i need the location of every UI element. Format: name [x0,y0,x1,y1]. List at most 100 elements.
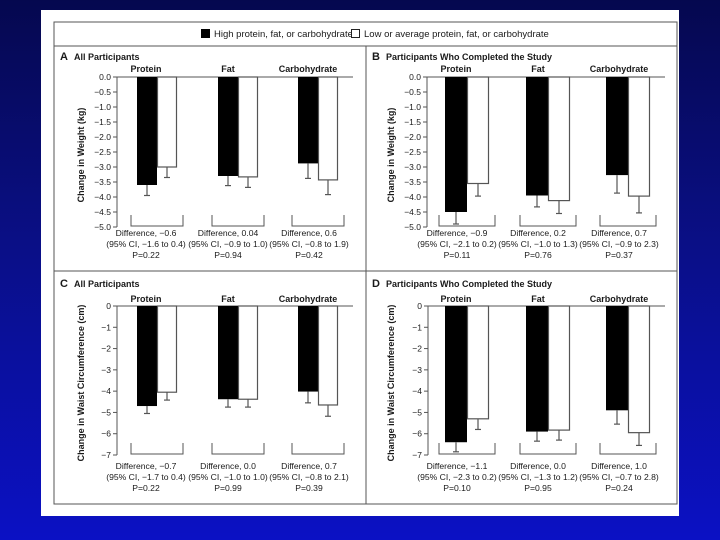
annotation-p: P=0.94 [214,250,242,260]
y-tick-label: −3.5 [94,177,111,187]
panel-letter: B [372,51,380,63]
category-label-carbohydrate: Carbohydrate [590,64,649,74]
annotation-difference: Difference, 0.7 [591,228,647,238]
difference-bracket [599,215,657,227]
category-label-fat: Fat [221,294,235,304]
category-label-carbohydrate: Carbohydrate [279,294,338,304]
bar-low [317,76,339,181]
y-tick-label: 0 [106,301,111,311]
panel-letter: C [60,278,68,290]
annotation-difference: Difference, −0.9 [427,228,488,238]
y-axis-label: Change in Weight (kg) [76,108,86,203]
panel-d: D Participants Who Completed the Study C… [372,278,665,493]
annotation-p: P=0.10 [443,483,471,493]
annotation-ci: (95% CI, −2.3 to 0.2) [417,472,497,482]
bar-high [218,77,238,176]
y-tick-label: −1.0 [94,102,111,112]
legend: High protein, fat, or carbohydrate Low o… [201,29,549,40]
difference-bracket [130,443,184,455]
difference-bracket [519,443,577,455]
annotation-difference: Difference, 1.0 [591,461,647,471]
annotation-p: P=0.11 [444,250,471,260]
category-label-protein: Protein [130,64,161,74]
annotation-p: P=0.22 [132,483,160,493]
panel-title: All Participants [74,52,140,62]
y-tick-label: −4.0 [94,192,111,202]
y-tick-label: −3.0 [94,162,111,172]
category-label-fat: Fat [531,64,545,74]
annotation-p: P=0.42 [295,250,323,260]
figure: High protein, fat, or carbohydrate Low o… [53,21,678,505]
y-tick-label: −2 [412,344,422,354]
bar-high [218,306,238,400]
annotation-difference: Difference, 0.0 [200,461,256,471]
y-axis-label: Change in Waist Circumference (cm) [76,305,86,462]
bar-low [317,305,339,406]
y-tick-label: −1 [412,322,422,332]
legend-swatch-low [351,29,360,38]
difference-bracket [291,215,345,227]
annotation-difference: Difference, 0.0 [510,461,566,471]
annotation-p: P=0.24 [605,483,633,493]
bar-high [298,306,318,392]
category-label-fat: Fat [221,64,235,74]
y-tick-label: −2.0 [404,132,421,142]
bar-low [547,76,571,202]
annotation-p: P=0.76 [524,250,552,260]
y-tick-label: −3.0 [404,162,421,172]
y-tick-label: −3 [412,365,422,375]
panel-title: Participants Who Completed the Study [386,279,552,289]
bar-high [298,77,318,164]
annotation-ci: (95% CI, −1.7 to 0.4) [106,472,186,482]
category-label-protein: Protein [130,294,161,304]
y-tick-label: −0.5 [404,87,421,97]
annotation-ci: (95% CI, −1.6 to 0.4) [106,239,186,249]
annotation-ci: (95% CI, −1.3 to 1.2) [498,472,578,482]
y-tick-label: −2.5 [404,147,421,157]
annotation-ci: (95% CI, −0.7 to 2.8) [579,472,659,482]
y-tick-label: −3 [101,365,111,375]
legend-label-high: High protein, fat, or carbohydrate [214,29,353,40]
y-tick-label: −4.5 [404,207,421,217]
bar-low [156,305,178,393]
y-tick-label: −4.0 [404,192,421,202]
category-label-carbohydrate: Carbohydrate [590,294,649,304]
difference-bracket [291,443,345,455]
bar-low [627,76,651,197]
bar-high [606,306,628,411]
y-tick-label: −1 [101,322,111,332]
difference-bracket [599,443,657,455]
y-tick-label: −5 [101,407,111,417]
y-tick-label: −6 [412,429,422,439]
annotation-p: P=0.39 [295,483,323,493]
y-tick-label: −4.5 [94,207,111,217]
panel-letter: A [60,51,68,63]
bar-low [237,76,259,178]
figure-card: High protein, fat, or carbohydrate Low o… [41,10,679,516]
legend-label-low: Low or average protein, fat, or carbohyd… [364,29,549,40]
bar-low [547,305,571,431]
y-tick-label: −6 [101,429,111,439]
category-label-protein: Protein [440,294,471,304]
annotation-p: P=0.99 [214,483,242,493]
bar-high [526,77,548,196]
bar-high [606,77,628,176]
panel-title: Participants Who Completed the Study [386,52,552,62]
difference-bracket [438,443,496,455]
y-tick-label: −2.0 [94,132,111,142]
category-label-protein: Protein [440,64,471,74]
bar-high [137,306,157,407]
y-tick-label: −2.5 [94,147,111,157]
y-tick-label: −1.5 [404,117,421,127]
bar-high [445,77,467,212]
difference-bracket [211,443,265,455]
y-tick-label: 0.0 [409,72,421,82]
annotation-p: P=0.95 [524,483,552,493]
y-tick-label: −5 [412,407,422,417]
y-tick-label: 0 [417,301,422,311]
annotation-p: P=0.37 [605,250,633,260]
annotation-difference: Difference, −1.1 [427,461,488,471]
y-tick-label: −5.0 [404,222,421,232]
annotation-ci: (95% CI, −0.8 to 2.1) [269,472,349,482]
difference-bracket [519,215,577,227]
